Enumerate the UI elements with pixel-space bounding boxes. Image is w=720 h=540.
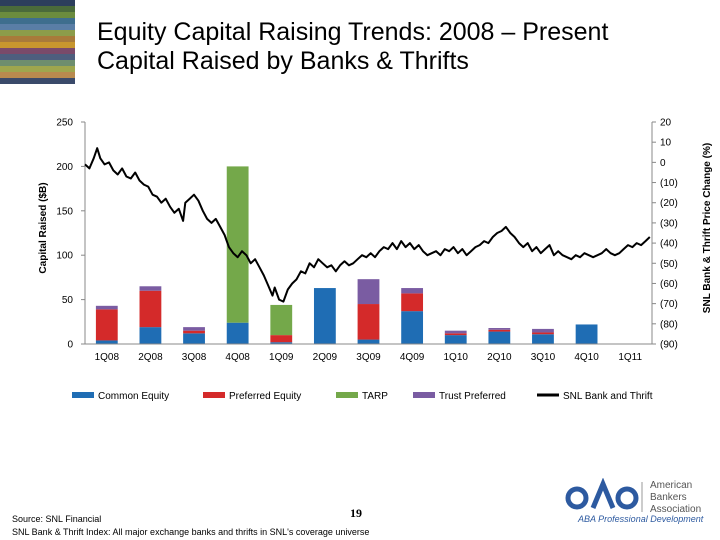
x-axis-tick-label: 1Q09	[269, 352, 294, 363]
bar-tarp	[270, 305, 292, 335]
bar-preferred-equity	[140, 291, 162, 327]
bar-trust-preferred	[183, 327, 205, 331]
bar-common-equity	[227, 323, 249, 344]
bar-trust-preferred	[140, 286, 162, 290]
bar-common-equity	[445, 335, 467, 344]
bar-common-equity	[488, 332, 510, 344]
left-axis-tick-label: 150	[56, 206, 73, 217]
right-axis-tick-label: (50)	[660, 259, 678, 270]
left-axis-label: Capital Raised ($B)	[38, 182, 49, 273]
corner-stripe	[0, 78, 75, 84]
logo-line-2: Bankers	[650, 492, 701, 504]
snl-bank-thrift-line	[85, 148, 650, 301]
source-note: Source: SNL Financial SNL Bank & Thrift …	[12, 513, 369, 539]
legend-swatch	[413, 392, 435, 398]
legend-item-label: SNL Bank and Thrift	[563, 391, 653, 402]
bar-series	[96, 166, 598, 344]
bar-common-equity	[183, 333, 205, 344]
chart-legend: Common Equity Preferred Equity TARP Trust P…	[72, 391, 653, 402]
title-line-2: Capital Raised by Banks & Thrifts	[97, 47, 608, 76]
corner-stripes-decoration	[0, 0, 75, 90]
bar-trust-preferred	[488, 328, 510, 330]
bar-common-equity	[96, 340, 118, 344]
right-axis-tick-label: (90)	[660, 340, 678, 351]
left-axis-tick-label: 100	[56, 251, 73, 262]
x-axis-tick-label: 1Q08	[95, 352, 120, 363]
x-axis-tick-label: 2Q10	[487, 352, 512, 363]
bar-trust-preferred	[532, 329, 554, 333]
left-axis-tick-label: 200	[56, 162, 73, 173]
bar-common-equity	[140, 327, 162, 344]
bar-common-equity	[358, 340, 380, 344]
x-axis-tick-label: 3Q10	[531, 352, 556, 363]
bar-tarp	[227, 166, 249, 322]
x-axis-tick-label: 2Q09	[313, 352, 338, 363]
legend-swatch	[72, 392, 94, 398]
bar-preferred-equity	[270, 335, 292, 342]
bar-preferred-equity	[183, 331, 205, 334]
right-axis-label: SNL Bank & Thrift Price Change (%)	[702, 143, 713, 313]
right-axis-tick-label: 10	[660, 138, 672, 149]
logo-subtitle: ABA Professional Development	[578, 514, 703, 524]
bar-preferred-equity	[401, 293, 423, 311]
legend-item-label: Common Equity	[98, 391, 169, 402]
bar-trust-preferred	[401, 288, 423, 293]
source-line-2: SNL Bank & Thrift Index: All major excha…	[12, 526, 369, 539]
right-axis-tick-label: (80)	[660, 319, 678, 330]
legend-item-label: TARP	[362, 391, 388, 402]
title-line-1: Equity Capital Raising Trends: 2008 – Pr…	[97, 18, 608, 47]
left-axis-tick-label: 250	[56, 118, 73, 129]
x-axis-tick-label: 1Q11	[618, 352, 642, 363]
x-axis: 1Q08 2Q08 3Q08 4Q08 1Q09 2Q09 3Q09 4Q09 1Q10 2Q10…	[85, 344, 652, 363]
bar-common-equity	[401, 311, 423, 344]
x-axis-tick-label: 4Q08	[225, 352, 250, 363]
bar-trust-preferred	[96, 306, 118, 310]
legend-swatch	[203, 392, 225, 398]
right-axis: (90) (80) (70) (60) (50) (40) (30) (20) (10) 0 10 2…	[652, 118, 678, 351]
bar-preferred-equity	[445, 333, 467, 335]
source-line-1: Source: SNL Financial	[12, 513, 369, 526]
right-axis-tick-label: (40)	[660, 239, 678, 250]
x-axis-tick-label: 2Q08	[138, 352, 163, 363]
x-axis-tick-label: 4Q09	[400, 352, 425, 363]
x-axis-tick-label: 4Q10	[574, 352, 599, 363]
right-axis-tick-label: 20	[660, 118, 672, 129]
bar-common-equity	[314, 288, 336, 344]
bar-trust-preferred	[358, 279, 380, 304]
legend-item-label: Trust Preferred	[439, 391, 506, 402]
logo-org-name: American Bankers Association	[650, 480, 701, 516]
bar-preferred-equity	[532, 332, 554, 334]
left-axis-tick-label: 50	[62, 295, 74, 306]
left-axis: 0 50 100 150 200 250	[56, 118, 85, 351]
bar-preferred-equity	[358, 304, 380, 340]
x-axis-tick-label: 3Q09	[356, 352, 381, 363]
index-line-series	[85, 148, 650, 301]
bar-preferred-equity	[96, 309, 118, 340]
legend-item-label: Preferred Equity	[229, 391, 301, 402]
right-axis-tick-label: (60)	[660, 279, 678, 290]
bar-common-equity	[576, 324, 598, 344]
left-axis-tick-label: 0	[67, 340, 73, 351]
x-axis-tick-label: 3Q08	[182, 352, 207, 363]
slide-title: Equity Capital Raising Trends: 2008 – Pr…	[97, 18, 608, 76]
right-axis-tick-label: (20)	[660, 198, 678, 209]
bar-common-equity	[532, 334, 554, 344]
right-axis-tick-label: (30)	[660, 218, 678, 229]
right-axis-tick-label: (70)	[660, 299, 678, 310]
logo-line-1: American	[650, 480, 701, 492]
x-axis-tick-label: 1Q10	[443, 352, 468, 363]
right-axis-tick-label: 0	[660, 158, 666, 169]
legend-swatch	[336, 392, 358, 398]
right-axis-tick-label: (10)	[660, 178, 678, 189]
bar-preferred-equity	[488, 330, 510, 332]
bar-trust-preferred	[445, 331, 467, 334]
